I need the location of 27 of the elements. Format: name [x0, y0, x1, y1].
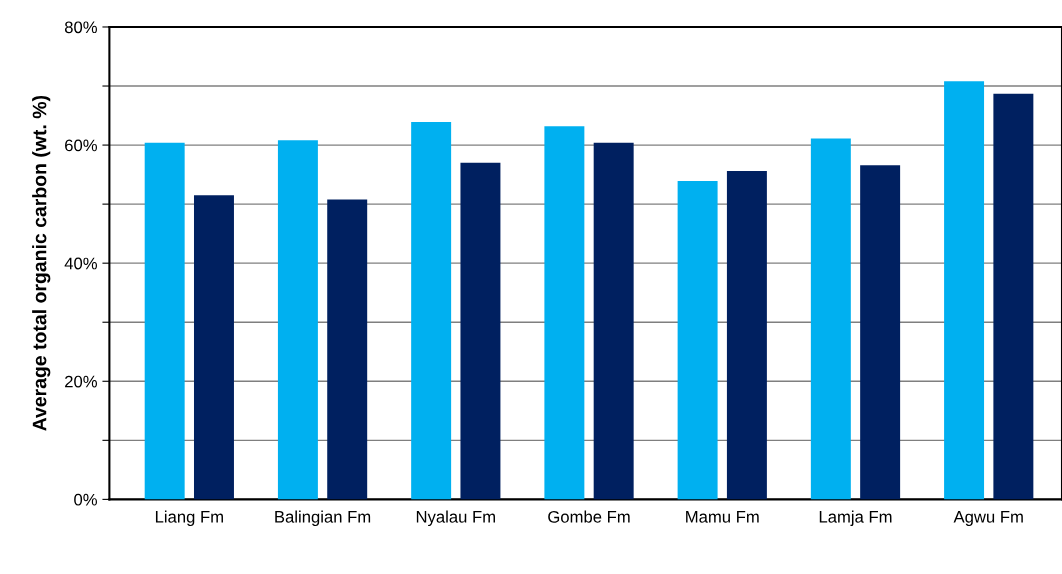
bar: [810, 138, 851, 500]
x-tick-label: Balingian Fm: [275, 510, 371, 527]
bar: [860, 165, 901, 500]
x-tick-label: Agwu Fm: [953, 511, 1023, 527]
x-tick-label: Liang Fm: [155, 510, 223, 527]
bar: [544, 126, 585, 500]
bar: [327, 199, 368, 500]
bar: [944, 81, 985, 500]
x-tick-label: Mamu Fm: [686, 511, 759, 523]
bar: [593, 142, 634, 500]
x-tick-label: Nyalau Fm: [416, 510, 495, 527]
x-tick-label: Gombe Fm: [548, 510, 630, 523]
x-tick-label: Lamja Fm: [819, 510, 892, 527]
y-tick-label: 20%: [65, 375, 97, 388]
y-axis-title: Average total organic carbon (wt. %): [32, 95, 51, 431]
y-tick-label: 0%: [74, 493, 97, 506]
bar: [993, 93, 1034, 500]
bar: [460, 162, 501, 500]
bar: [144, 142, 185, 500]
bar: [411, 122, 452, 500]
y-tick-label: 60%: [65, 139, 97, 152]
bar: [726, 171, 767, 500]
bar: [277, 140, 318, 500]
bar: [677, 181, 718, 500]
bar: [193, 195, 234, 500]
y-tick-label: 40%: [64, 257, 97, 270]
y-tick-label: 80%: [64, 21, 97, 34]
